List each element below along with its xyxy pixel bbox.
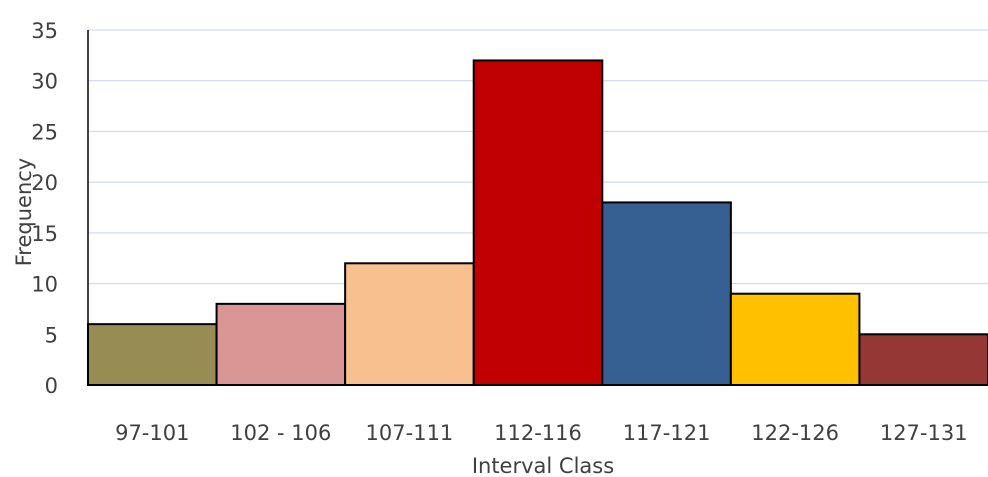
bar-122-126: [729, 292, 861, 387]
y-tick-label: 35: [31, 19, 58, 43]
x-tick-label: 117-121: [623, 421, 711, 445]
y-axis-title: Frequency: [12, 158, 36, 267]
bar-112-116: [472, 59, 604, 387]
x-tick-label: 127-131: [880, 421, 968, 445]
x-tick-label: 112-116: [494, 421, 582, 445]
y-tick-label: 30: [31, 70, 58, 94]
y-tick-label: 0: [45, 374, 58, 398]
bar-117-121: [601, 201, 732, 386]
y-tick-label: 15: [31, 222, 58, 246]
x-tick-labels: 97-101 102 - 106 107-111 112-116 117-121 122-…: [115, 421, 967, 445]
bar-97-101: [87, 323, 218, 386]
x-tick-label: 97-101: [115, 421, 189, 445]
y-tick-label: 10: [31, 273, 58, 297]
x-axis-title: Interval Class: [472, 454, 614, 477]
y-tick-label: 5: [45, 323, 58, 347]
y-tick-label: 20: [31, 171, 58, 195]
y-tick-labels: 0 5 10 15 20 25 30 35: [31, 19, 58, 398]
bar-107-111: [344, 262, 475, 386]
bar-102-106: [215, 302, 347, 387]
y-tick-label: 25: [31, 120, 58, 144]
bars: [87, 59, 988, 387]
axes: [87, 30, 988, 386]
bar-127-131: [858, 333, 988, 386]
x-tick-label: 102 - 106: [230, 421, 331, 445]
x-tick-label: 122-126: [751, 421, 839, 445]
x-tick-label: 107-111: [366, 421, 454, 445]
